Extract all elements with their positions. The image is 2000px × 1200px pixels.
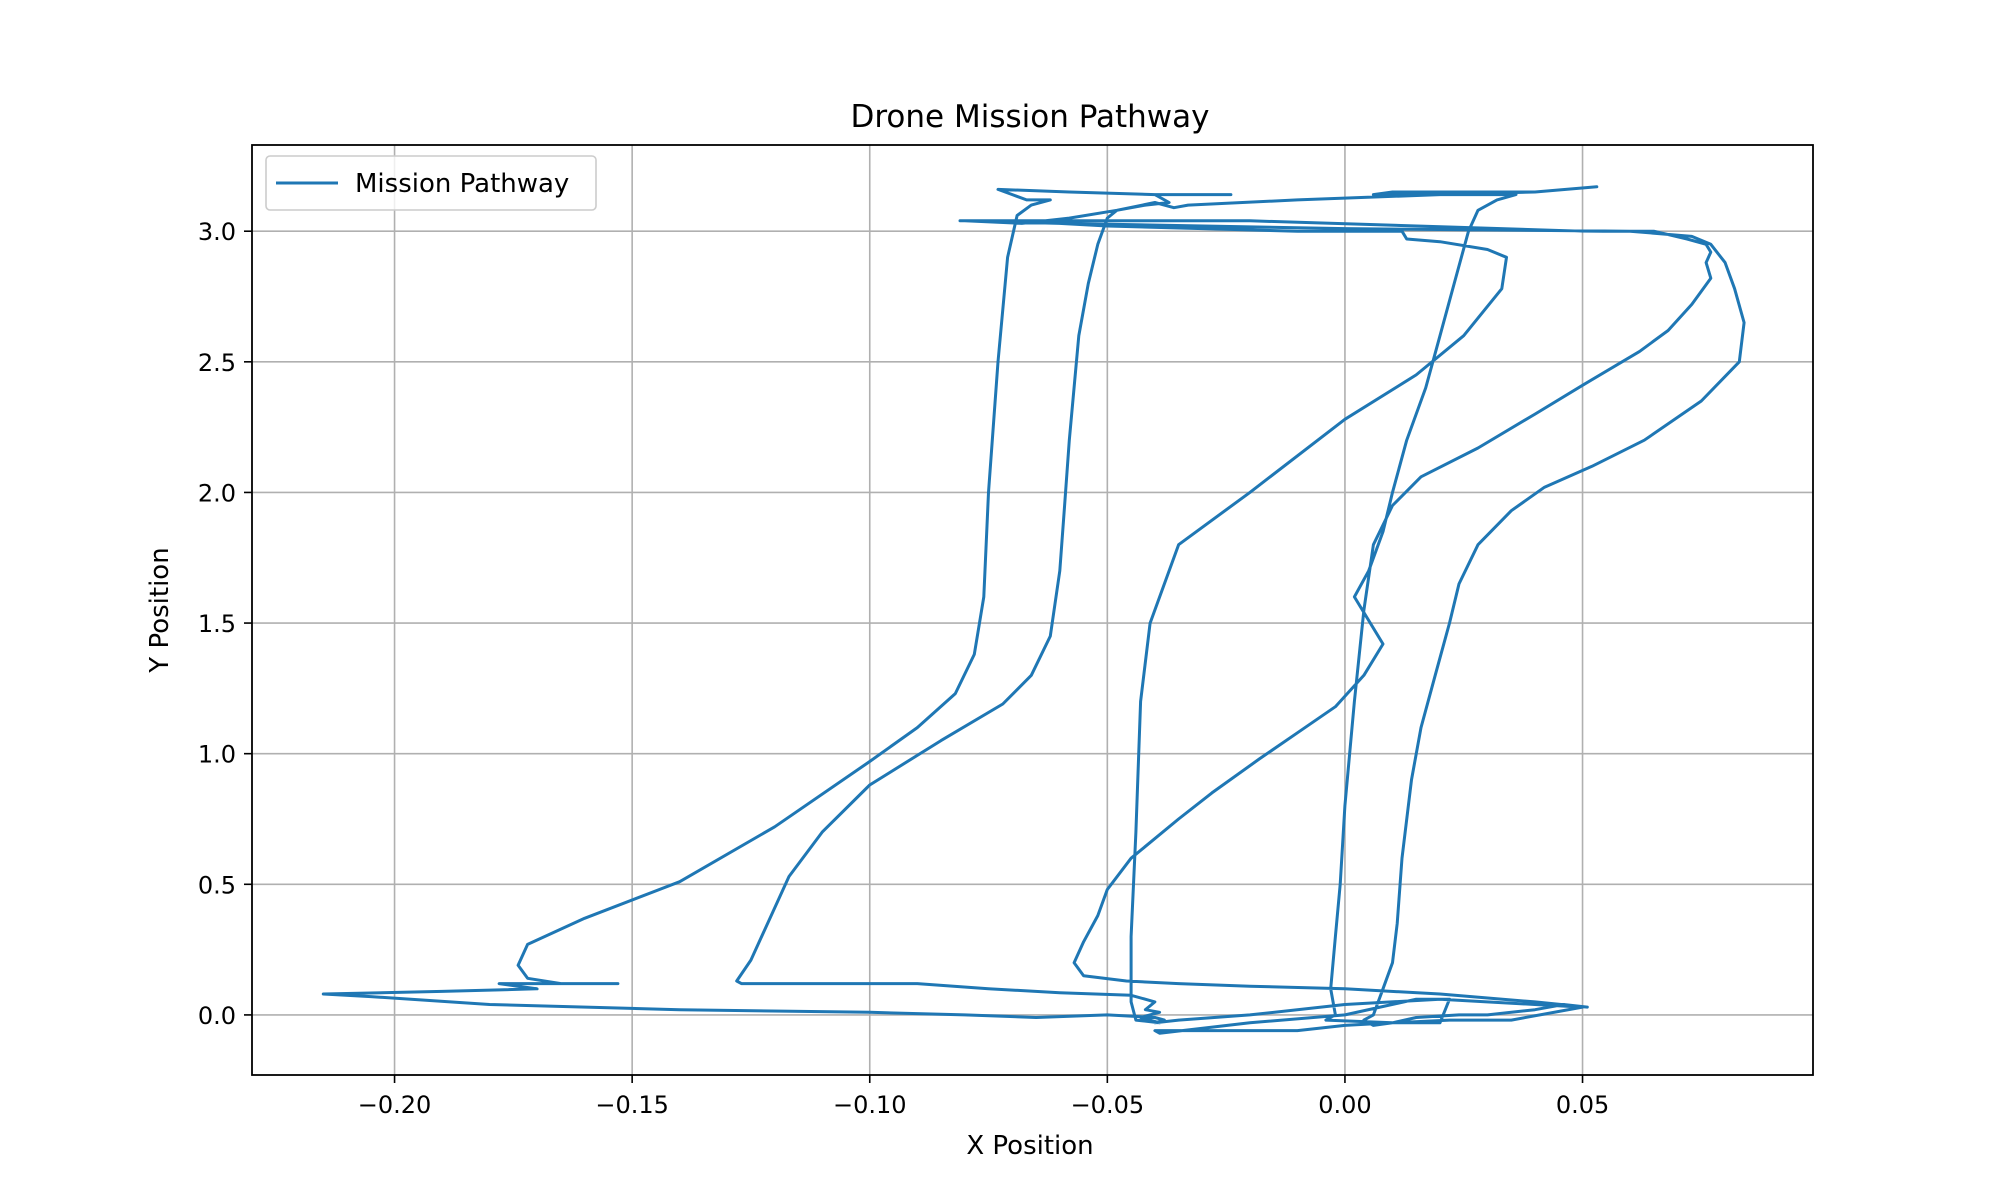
x-tick-label: 0.05 xyxy=(1556,1091,1609,1119)
x-axis-label: X Position xyxy=(966,1131,1093,1161)
x-tick-label: −0.05 xyxy=(1071,1091,1145,1119)
y-axis: 0.0 0.5 1.0 1.5 2.0 2.5 3.0 xyxy=(198,218,252,1030)
series-line-mission-pathway xyxy=(321,185,1746,1035)
grid xyxy=(252,145,1813,1075)
y-tick-label: 2.0 xyxy=(198,479,236,507)
y-tick-label: 2.5 xyxy=(198,349,236,377)
y-tick-label: 1.0 xyxy=(198,741,236,769)
legend-label: Mission Pathway xyxy=(355,169,569,199)
legend-box xyxy=(265,155,597,211)
x-axis: −0.20 −0.15 −0.10 −0.05 0.00 0.05 xyxy=(358,1075,1609,1119)
y-tick-label: 1.5 xyxy=(198,610,236,638)
chart-title: Drone Mission Pathway xyxy=(850,99,1209,135)
x-tick-label: −0.20 xyxy=(358,1091,432,1119)
x-tick-label: −0.15 xyxy=(595,1091,669,1119)
y-tick-label: 0.5 xyxy=(198,871,236,899)
y-axis-label: Y Position xyxy=(145,547,175,673)
y-tick-label: 0.0 xyxy=(198,1002,236,1030)
plot-frame xyxy=(251,144,1814,1076)
legend: Mission Pathway xyxy=(265,155,597,211)
x-tick-label: −0.10 xyxy=(833,1091,907,1119)
y-tick-label: 3.0 xyxy=(198,218,236,246)
x-tick-label: 0.00 xyxy=(1318,1091,1371,1119)
series-layer xyxy=(321,185,1746,1035)
